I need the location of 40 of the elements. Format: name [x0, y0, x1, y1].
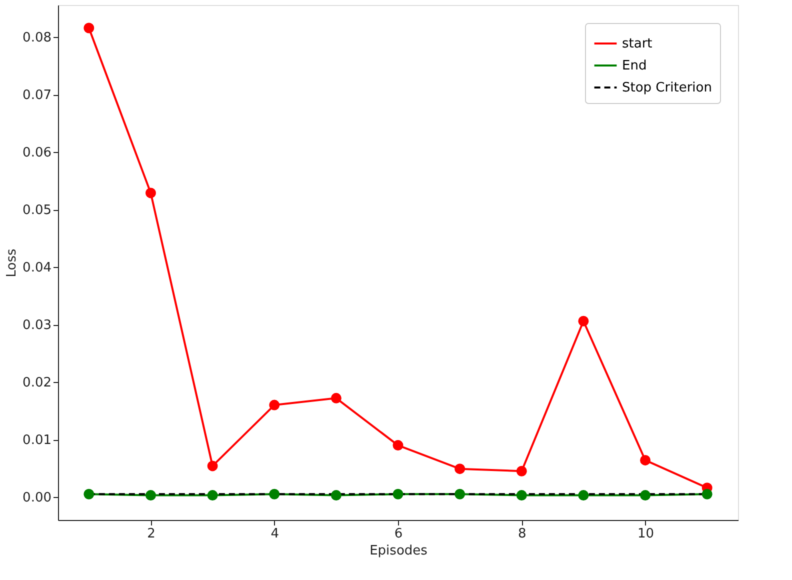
point [578, 316, 589, 326]
x-tick-label: 8 [518, 526, 526, 542]
point [84, 488, 94, 500]
point [145, 188, 156, 198]
x-axis-title: Episodes [370, 544, 428, 558]
point [145, 490, 156, 501]
legend-label: Stop Criterion [622, 80, 712, 96]
point [640, 454, 651, 466]
y-tick-label: 0.04 [22, 260, 52, 276]
point [516, 466, 527, 476]
point [269, 400, 280, 410]
point [640, 490, 651, 501]
point [330, 392, 342, 404]
x-tick-label: 10 [638, 526, 654, 542]
y-tick-label: 0.05 [22, 203, 52, 218]
legend-label: start [622, 36, 652, 52]
y-tick-label: 0.06 [22, 146, 52, 161]
point [207, 490, 218, 501]
y-tick-label: 0.02 [22, 376, 52, 391]
point [392, 488, 404, 500]
legend-label: End [622, 58, 647, 74]
point [207, 460, 218, 472]
y-tick-label: 0.03 [22, 318, 52, 334]
point [516, 490, 527, 501]
point [578, 490, 589, 501]
y-tick-label: 0.00 [22, 490, 52, 506]
point [330, 490, 342, 501]
x-tick-label: 2 [147, 526, 156, 542]
y-axis-title: Loss [4, 248, 20, 278]
y-tick-label: 0.08 [22, 30, 52, 46]
point [454, 464, 466, 474]
point [392, 440, 404, 451]
x-tick-label: 4 [270, 526, 280, 542]
x-tick-label: 6 [394, 526, 403, 542]
y-tick-label: 0.07 [22, 88, 52, 104]
y-tick-label: 0.01 [22, 433, 52, 448]
point [702, 488, 712, 500]
point [84, 22, 94, 34]
point [454, 488, 466, 500]
point [269, 488, 280, 500]
